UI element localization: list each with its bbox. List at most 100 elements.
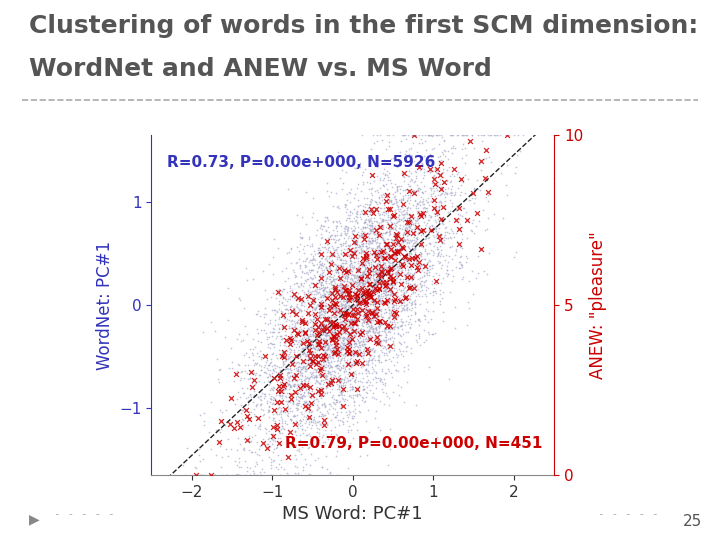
- Point: [408, 186, 420, 195]
- Point: [403, 218, 415, 227]
- Point: [380, 240, 392, 248]
- Point: [323, 300, 335, 309]
- Point: [351, 305, 363, 313]
- Point: [390, 192, 401, 200]
- Point: [327, 318, 338, 327]
- Point: [336, 254, 347, 263]
- Point: [472, 185, 484, 193]
- Point: [261, 333, 273, 342]
- Point: [290, 431, 302, 440]
- Point: [400, 224, 411, 233]
- Point: [354, 382, 365, 390]
- Point: [372, 251, 384, 259]
- Point: [233, 330, 245, 339]
- Point: [361, 245, 372, 254]
- Point: [282, 376, 294, 384]
- Point: [364, 280, 375, 289]
- Point: [316, 409, 328, 418]
- Point: [345, 278, 356, 286]
- Point: [323, 222, 334, 231]
- Point: [399, 288, 410, 297]
- Point: [454, 242, 466, 251]
- Point: [390, 313, 402, 322]
- Point: [406, 175, 418, 184]
- Point: [502, 191, 513, 199]
- Point: [368, 270, 379, 279]
- Point: [302, 275, 314, 284]
- Point: [388, 305, 400, 313]
- Point: [312, 454, 324, 463]
- Point: [339, 299, 351, 308]
- Point: [388, 279, 400, 287]
- Point: [363, 305, 374, 314]
- Point: [292, 345, 304, 354]
- Point: [438, 178, 449, 186]
- Point: [332, 242, 343, 251]
- Point: [304, 384, 315, 393]
- Point: [282, 420, 293, 428]
- Point: [369, 275, 380, 284]
- Point: [349, 348, 361, 356]
- Point: [332, 373, 343, 382]
- Point: [446, 276, 458, 285]
- Point: [338, 315, 349, 323]
- Point: [330, 265, 341, 274]
- Point: [413, 207, 424, 215]
- Point: [335, 402, 346, 410]
- Point: [282, 248, 293, 257]
- Point: [315, 306, 327, 315]
- Point: [315, 285, 326, 293]
- Point: [467, 215, 479, 224]
- Point: [359, 276, 370, 285]
- Point: [401, 302, 413, 311]
- Point: [320, 252, 332, 260]
- Point: [383, 190, 395, 198]
- Point: [347, 335, 359, 343]
- Point: [415, 274, 426, 282]
- Point: [297, 384, 309, 393]
- Point: [402, 202, 413, 211]
- Point: [245, 367, 256, 376]
- Point: [336, 319, 348, 328]
- Point: [379, 379, 390, 387]
- Point: [329, 348, 341, 357]
- Point: [330, 338, 341, 346]
- Point: [359, 269, 370, 278]
- Point: [282, 453, 294, 461]
- Point: [333, 390, 345, 399]
- Point: [334, 376, 346, 384]
- Point: [398, 212, 410, 221]
- Point: [290, 403, 302, 412]
- Point: [365, 260, 377, 268]
- Point: [364, 273, 376, 281]
- Point: [370, 395, 382, 403]
- Point: [351, 335, 363, 343]
- Point: [287, 292, 298, 301]
- Point: [498, 214, 509, 222]
- Point: [422, 198, 433, 207]
- Point: [373, 194, 384, 202]
- Point: [286, 356, 297, 364]
- Point: [314, 385, 325, 394]
- Point: [289, 333, 301, 341]
- Point: [311, 308, 323, 316]
- Point: [265, 383, 276, 392]
- Point: [282, 352, 294, 360]
- Point: [374, 305, 385, 314]
- Point: [317, 225, 328, 234]
- Point: [345, 285, 356, 293]
- Point: [254, 419, 266, 428]
- Point: [355, 264, 366, 272]
- Point: [331, 329, 343, 338]
- Point: [345, 278, 356, 287]
- Point: [322, 345, 333, 353]
- Point: [477, 206, 489, 214]
- Point: [297, 359, 309, 367]
- Point: [315, 361, 327, 369]
- Point: [352, 352, 364, 361]
- Point: [366, 363, 378, 372]
- Point: [299, 348, 310, 357]
- Point: [336, 323, 347, 332]
- Point: [353, 316, 364, 325]
- Point: [292, 399, 304, 407]
